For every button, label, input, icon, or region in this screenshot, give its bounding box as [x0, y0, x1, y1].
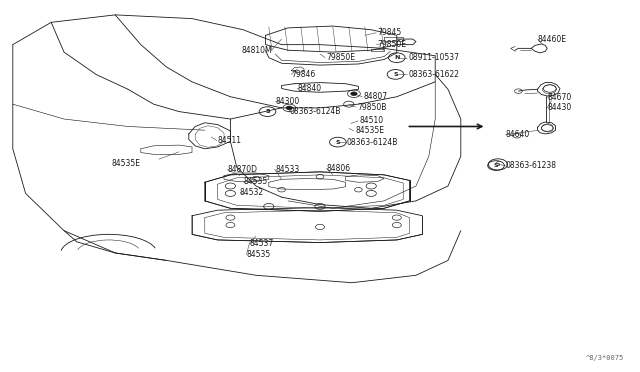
Text: 84535: 84535 — [243, 177, 268, 186]
Text: ^8/3*0075: ^8/3*0075 — [586, 355, 624, 361]
Text: 84640: 84640 — [506, 130, 530, 139]
Text: 84535: 84535 — [246, 250, 271, 259]
Text: 84533: 84533 — [275, 165, 300, 174]
Text: 84670: 84670 — [547, 93, 572, 102]
Text: 84537: 84537 — [250, 239, 274, 248]
Text: 84806: 84806 — [326, 164, 351, 173]
Text: S: S — [493, 163, 499, 168]
Circle shape — [351, 92, 357, 96]
Text: 84840: 84840 — [298, 84, 322, 93]
Text: 08363-61238: 08363-61238 — [506, 161, 557, 170]
Text: 84511: 84511 — [218, 136, 242, 145]
Text: 08363-61622: 08363-61622 — [408, 70, 460, 79]
Text: 84535E: 84535E — [112, 159, 141, 168]
Text: 08363-6124B: 08363-6124B — [290, 107, 341, 116]
Text: 84807: 84807 — [364, 92, 388, 101]
Text: S: S — [496, 161, 500, 167]
Text: 84810M: 84810M — [241, 46, 272, 55]
Text: 84532: 84532 — [240, 188, 264, 197]
Text: N: N — [394, 55, 399, 60]
Text: 79850E: 79850E — [326, 53, 355, 62]
Text: S: S — [265, 109, 270, 114]
Text: 79846: 79846 — [291, 70, 316, 79]
Text: 79850E: 79850E — [378, 40, 406, 49]
Text: 84535E: 84535E — [355, 126, 384, 135]
Text: 79850B: 79850B — [357, 103, 387, 112]
Text: 08911-10537: 08911-10537 — [408, 53, 460, 62]
Text: S: S — [393, 72, 398, 77]
Circle shape — [286, 106, 292, 110]
Text: 84460E: 84460E — [538, 35, 566, 44]
Text: 84510: 84510 — [360, 116, 384, 125]
Text: 84430: 84430 — [547, 103, 572, 112]
Text: 79845: 79845 — [378, 28, 402, 37]
Text: 84870D: 84870D — [227, 165, 257, 174]
Text: S: S — [335, 140, 340, 145]
Text: 08363-6124B: 08363-6124B — [347, 138, 398, 147]
Text: 84300: 84300 — [275, 97, 300, 106]
